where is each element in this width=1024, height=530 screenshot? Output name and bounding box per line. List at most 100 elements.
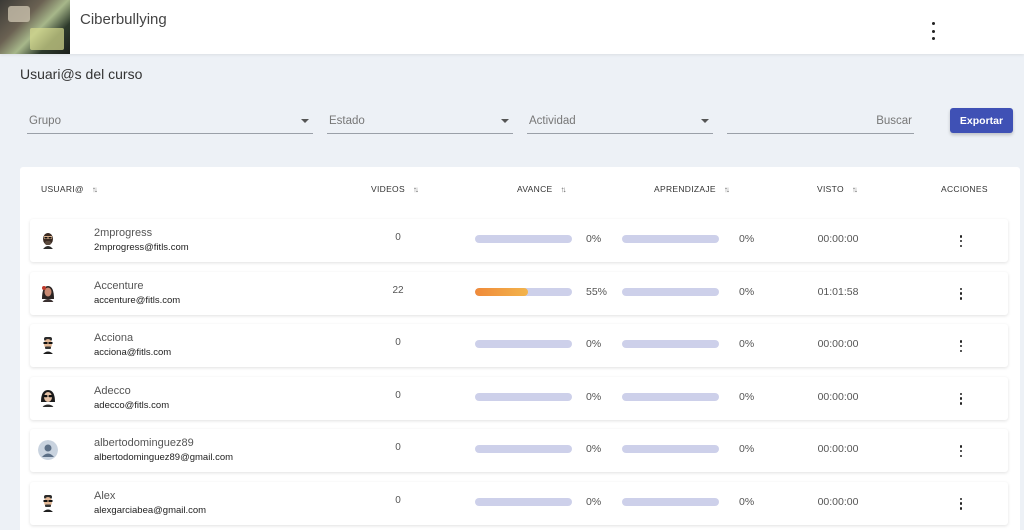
user-email: accenture@fitls.com (94, 294, 181, 306)
sort-icon[interactable]: ↑↓ (723, 184, 730, 194)
more-vertical-icon[interactable] (958, 497, 964, 510)
user-email: adecco@fitls.com (94, 399, 170, 411)
avatar (38, 492, 58, 513)
avance-percent: 0% (586, 233, 602, 245)
avance-percent: 0% (586, 443, 602, 455)
chevron-down-icon (701, 118, 709, 123)
avatar (38, 387, 58, 408)
avance-progress-bar (475, 235, 572, 243)
visto-time: 00:00:00 (817, 495, 859, 508)
aprendizaje-progress-bar (622, 235, 719, 243)
avance-percent: 55% (586, 285, 608, 298)
more-vertical-icon[interactable] (958, 287, 964, 300)
aprendizaje-progress-bar (622, 392, 719, 401)
aprendizaje-percent: 0% (739, 390, 755, 403)
grupo-select-label: Grupo (29, 114, 61, 127)
avatar (38, 230, 58, 250)
users-table: USUARI@ ↑↓ VIDEOS ↑↓ AVANCE ↑↓ APRENDIZA… (20, 167, 1020, 530)
chevron-down-icon (301, 118, 309, 123)
aprendizaje-progress-bar (622, 445, 719, 453)
chevron-down-icon (501, 118, 509, 123)
search-input[interactable] (727, 108, 914, 133)
avance-progress-bar (475, 287, 572, 296)
avance-percent: 0% (586, 390, 602, 403)
export-button[interactable]: Exportar (950, 108, 1013, 133)
grupo-select[interactable]: Grupo (27, 108, 313, 134)
column-header-visto-label: VISTO (817, 184, 844, 194)
column-header-acciones: ACCIONES (941, 184, 988, 194)
avatar (38, 440, 58, 460)
column-header-visto[interactable]: VISTO ↑↓ (817, 184, 858, 194)
table-row: albertodominguez89 albertodominguez89@gma… (30, 429, 1008, 472)
visto-time: 00:00:00 (817, 233, 859, 245)
table-row: Acciona acciona@fitls.com 0 0% 0% 00:00:00 (30, 324, 1008, 367)
course-title: Ciberbullying (80, 11, 167, 28)
avance-progress-fill (475, 287, 529, 296)
avance-percent: 0% (586, 495, 602, 508)
avance-progress-bar (475, 497, 572, 506)
avance-percent: 0% (586, 338, 602, 350)
actividad-select[interactable]: Actividad (527, 108, 713, 134)
column-header-videos[interactable]: VIDEOS ↑↓ (371, 184, 419, 194)
column-header-videos-label: VIDEOS (371, 184, 405, 194)
column-header-avance[interactable]: AVANCE ↑↓ (517, 184, 567, 194)
user-email: acciona@fitls.com (94, 347, 172, 358)
aprendizaje-percent: 0% (739, 338, 755, 350)
visto-time: 01:01:58 (817, 285, 859, 298)
aprendizaje-progress-bar (622, 287, 719, 296)
table-row: 2mprogress 2mprogress@fitls.com 0 0% 0% 00:00… (30, 219, 1008, 262)
aprendizaje-percent: 0% (739, 443, 755, 455)
aprendizaje-percent: 0% (739, 495, 755, 508)
avatar (38, 282, 58, 303)
column-header-acciones-label: ACCIONES (941, 184, 988, 194)
videos-count: 0 (395, 494, 401, 506)
column-header-aprendizaje-label: APRENDIZAJE (654, 184, 716, 194)
aprendizaje-progress-bar (622, 497, 719, 506)
avance-progress-bar (475, 392, 572, 401)
table-row: Adecco adecco@fitls.com 0 0% 0% 00:00:00 (30, 376, 1008, 420)
more-vertical-icon[interactable] (958, 445, 964, 457)
avance-progress-bar (475, 340, 572, 348)
user-email: albertodominguez89@gmail.com (94, 452, 234, 463)
user-email: alexgarciabea@gmail.com (94, 504, 207, 516)
visto-time: 00:00:00 (817, 390, 859, 403)
search-field[interactable] (727, 108, 914, 134)
videos-count: 22 (392, 284, 404, 296)
videos-count: 0 (395, 389, 401, 401)
estado-select[interactable]: Estado (327, 108, 513, 134)
more-vertical-icon[interactable] (958, 392, 964, 405)
sort-icon[interactable]: ↑↓ (412, 184, 419, 194)
videos-count: 0 (395, 232, 401, 243)
page-title: Usuari@s del curso (20, 66, 143, 82)
videos-count: 0 (395, 442, 401, 453)
table-row: Alex alexgarciabea@gmail.com 0 0% 0% 00:00:00 (30, 481, 1008, 525)
user-name: Adecco (94, 384, 131, 397)
more-vertical-icon[interactable] (926, 22, 940, 40)
aprendizaje-progress-bar (622, 340, 719, 348)
visto-time: 00:00:00 (817, 443, 859, 455)
avance-progress-bar (475, 445, 572, 453)
more-vertical-icon[interactable] (958, 235, 964, 247)
top-bar: Ciberbullying (0, 0, 1024, 54)
more-vertical-icon[interactable] (958, 340, 964, 352)
course-thumbnail (0, 0, 70, 54)
sort-icon[interactable]: ↑↓ (851, 184, 858, 194)
sort-icon[interactable]: ↑↓ (91, 184, 98, 194)
actividad-select-label: Actividad (529, 114, 576, 127)
column-header-usuario-label: USUARI@ (41, 184, 84, 194)
user-name: albertodominguez89 (94, 437, 194, 449)
aprendizaje-percent: 0% (739, 285, 755, 298)
column-header-aprendizaje[interactable]: APRENDIZAJE ↑↓ (654, 184, 730, 194)
avatar (38, 335, 58, 355)
sort-icon[interactable]: ↑↓ (560, 184, 567, 194)
visto-time: 00:00:00 (817, 338, 859, 350)
column-header-usuario[interactable]: USUARI@ ↑↓ (41, 184, 98, 194)
estado-select-label: Estado (329, 114, 365, 127)
user-name: Acciona (94, 332, 134, 344)
table-row: Accenture accenture@fitls.com 22 55% 0% 01:01… (30, 271, 1008, 315)
user-name: Accenture (94, 279, 144, 292)
column-header-avance-label: AVANCE (517, 184, 553, 194)
user-name: 2mprogress (94, 227, 153, 239)
user-email: 2mprogress@fitls.com (94, 242, 189, 253)
aprendizaje-percent: 0% (739, 233, 755, 245)
